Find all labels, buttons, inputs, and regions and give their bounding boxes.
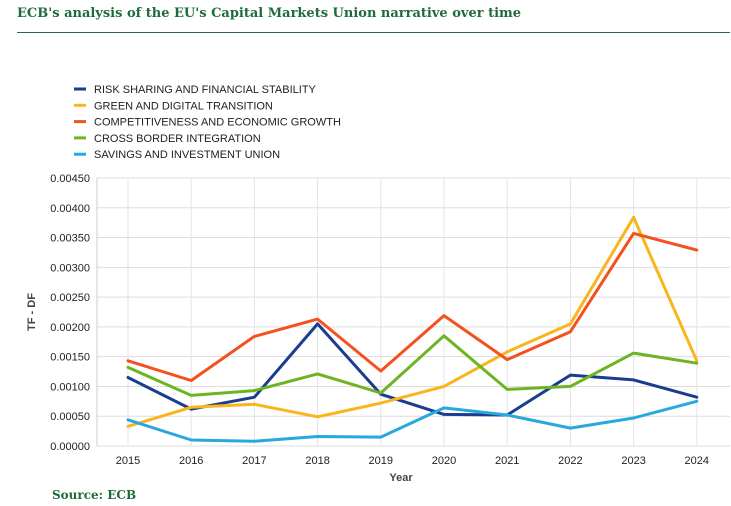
legend-label: RISK SHARING AND FINANCIAL STABILITY xyxy=(94,84,317,96)
series-line xyxy=(126,399,699,443)
series-line xyxy=(126,334,699,397)
y-tick-label: 0.00350 xyxy=(50,233,90,245)
series-lines xyxy=(126,215,699,443)
y-axis-label: TF - DF xyxy=(26,293,38,331)
y-tick-label: 0.00250 xyxy=(50,292,90,304)
legend-label: GREEN AND DIGITAL TRANSITION xyxy=(94,100,273,112)
chart-grid xyxy=(96,177,730,447)
y-tick-label: 0.00100 xyxy=(50,381,90,393)
x-axis-label: Year xyxy=(389,472,413,484)
x-tick-label: 2021 xyxy=(495,455,519,467)
x-tick-label: 2022 xyxy=(558,455,582,467)
y-tick-label: 0.00150 xyxy=(50,352,90,364)
page-title: ECB's analysis of the EU's Capital Marke… xyxy=(17,6,522,21)
x-axis-ticks: 2015 2016 2017 2018 2019 2020 2021 2022 2023 2024 xyxy=(116,455,709,467)
y-tick-label: 0.00000 xyxy=(50,441,90,453)
source-note: Source: ECB xyxy=(52,488,137,502)
x-tick-label: 2019 xyxy=(369,455,393,467)
x-tick-label: 2018 xyxy=(305,455,329,467)
y-tick-label: 0.00050 xyxy=(50,411,90,423)
x-tick-label: 2024 xyxy=(685,455,709,467)
x-tick-label: 2017 xyxy=(242,455,266,467)
series-line xyxy=(126,231,699,382)
y-tick-label: 0.00200 xyxy=(50,322,90,334)
legend-label: COMPETITIVENESS AND ECONOMIC GROWTH xyxy=(94,117,341,129)
y-tick-label: 0.00450 xyxy=(50,173,90,185)
legend-label: SAVINGS AND INVESTMENT UNION xyxy=(94,149,280,161)
y-tick-label: 0.00300 xyxy=(50,262,90,274)
series-line xyxy=(126,322,699,417)
x-tick-label: 2016 xyxy=(179,455,203,467)
legend-label: CROSS BORDER INTEGRATION xyxy=(94,133,261,145)
y-axis-ticks: 0.00000 0.00050 0.00100 0.00150 0.00200 0.002… xyxy=(50,173,90,453)
legend: RISK SHARING AND FINANCIAL STABILITY GREE… xyxy=(74,84,341,161)
x-tick-label: 2015 xyxy=(116,455,140,467)
x-tick-label: 2020 xyxy=(432,455,456,467)
title-divider xyxy=(17,32,730,33)
series-line xyxy=(126,215,699,428)
y-tick-label: 0.00400 xyxy=(50,203,90,215)
x-tick-label: 2023 xyxy=(621,455,645,467)
